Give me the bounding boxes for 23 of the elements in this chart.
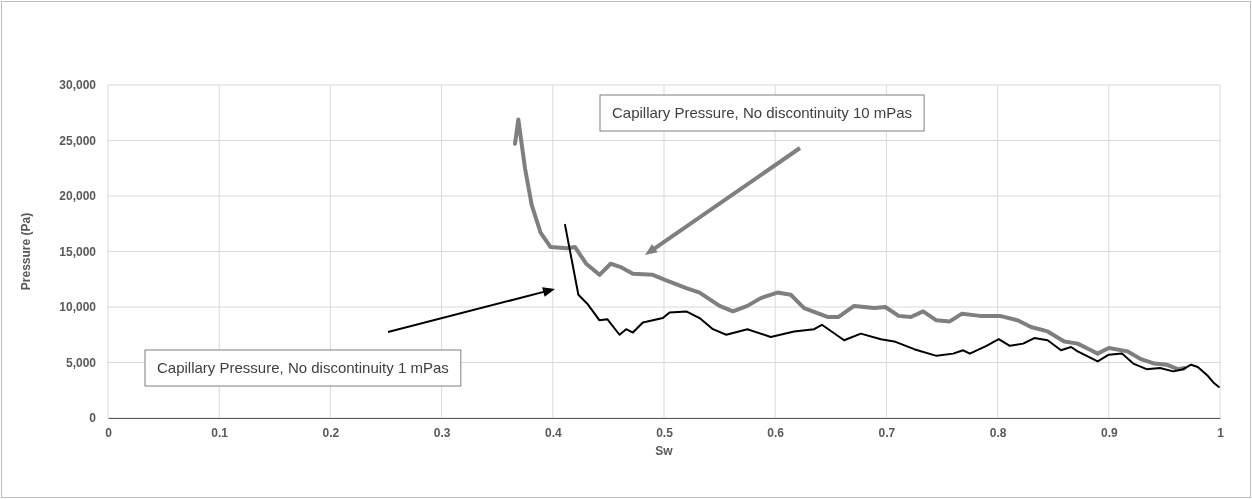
y-tick-label: 15,000 bbox=[59, 244, 97, 259]
y-tick-label: 0 bbox=[89, 411, 97, 426]
x-tick-label: 0.9 bbox=[1100, 425, 1118, 440]
annotation: Capillary Pressure, No discontinuity 1 mPas bbox=[157, 359, 449, 376]
x-axis-title: Sw bbox=[655, 444, 674, 458]
line-series bbox=[564, 223, 1220, 388]
y-tick-label: 20,000 bbox=[59, 189, 97, 204]
x-tick-label: 1 bbox=[1217, 425, 1225, 440]
y-tick-label: 30,000 bbox=[59, 78, 97, 93]
x-tick-label: 0.7 bbox=[878, 425, 896, 440]
annotation: Capillary Pressure, No discontinuity 10 mPas bbox=[612, 104, 913, 121]
x-tick-label: 0 bbox=[105, 425, 113, 440]
x-tick-label: 0.8 bbox=[989, 425, 1007, 440]
y-tick-label: 10,000 bbox=[59, 300, 97, 315]
x-tick-label: 0.4 bbox=[544, 425, 562, 440]
y-tick-label: 25,000 bbox=[59, 133, 97, 148]
x-tick-label: 0.3 bbox=[433, 425, 451, 440]
x-tick-label: 0.6 bbox=[767, 425, 785, 440]
y-tick-label: 5,000 bbox=[65, 355, 97, 370]
x-tick-label: 0.5 bbox=[656, 425, 674, 440]
x-tick-label: 0.2 bbox=[322, 425, 340, 440]
x-tick-label: 0.1 bbox=[211, 425, 229, 440]
y-axis-title: Pressure (Pa) bbox=[19, 212, 33, 291]
